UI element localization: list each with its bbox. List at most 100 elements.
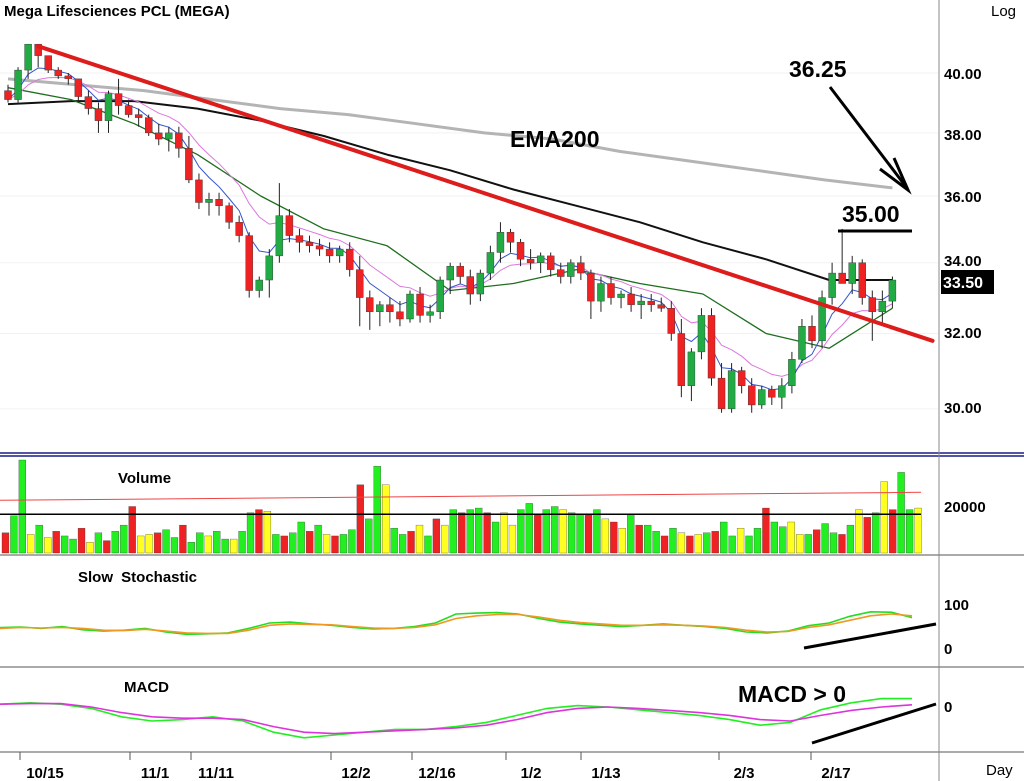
volume-average-long <box>0 491 922 501</box>
volume-bar <box>787 521 795 554</box>
candle-body <box>838 272 846 284</box>
date-label: 12/16 <box>418 765 456 781</box>
volume-bar <box>390 528 398 554</box>
volume-bar <box>897 472 905 554</box>
candle-body <box>818 297 826 342</box>
candle-body <box>788 359 796 386</box>
candle-body <box>215 199 223 206</box>
volume-bar <box>415 524 424 554</box>
candle-body <box>376 304 384 313</box>
volume-bar <box>153 532 162 554</box>
volume-bar <box>813 529 821 554</box>
price-tick-30: 30.00 <box>944 400 982 417</box>
volume-bar <box>703 532 711 554</box>
candle-body <box>647 300 655 305</box>
candle-body <box>547 255 555 270</box>
volume-bar <box>525 503 533 554</box>
candle-body <box>84 96 93 109</box>
volume-bar <box>449 509 457 554</box>
candle-body <box>4 90 12 100</box>
volume-bar <box>229 538 238 554</box>
volume-bar <box>179 524 187 554</box>
candle-body <box>697 315 706 353</box>
volume-bar <box>905 509 914 554</box>
candle-body <box>486 252 495 274</box>
date-axis-unit: Day <box>986 762 1013 779</box>
candle-body <box>577 262 585 274</box>
candle-body <box>476 272 485 295</box>
target-price-label: 36.25 <box>789 56 847 82</box>
candle-body <box>677 333 686 386</box>
volume-bar <box>500 512 508 554</box>
candle-body <box>717 377 726 410</box>
volume-bar <box>889 509 897 554</box>
candle-body <box>587 272 595 302</box>
volume-bar <box>838 534 846 554</box>
volume-bar <box>855 509 863 554</box>
volume-bar <box>753 528 762 554</box>
candle-body <box>868 297 876 313</box>
candle-body <box>235 222 243 236</box>
volume-bar <box>863 517 871 554</box>
last-price-label: 33.50 <box>943 275 983 292</box>
candle-body <box>426 311 434 316</box>
candle-body <box>707 315 716 379</box>
ema50-curve <box>7 100 893 281</box>
volume-bar <box>770 521 779 554</box>
volume-bar <box>534 514 542 554</box>
candle-body <box>64 75 73 80</box>
volume-bar <box>44 537 52 554</box>
volume-bar <box>424 535 432 554</box>
ema50-line <box>7 100 893 281</box>
volume-bar <box>86 542 94 554</box>
candle-body <box>667 308 675 334</box>
candle-body <box>386 304 394 313</box>
volume-bar <box>728 535 736 554</box>
ema20-line <box>7 87 893 349</box>
volume-bar <box>204 535 212 554</box>
candle-body <box>406 293 414 320</box>
volume-bar <box>10 515 18 554</box>
macd-panel-title: MACD <box>124 679 169 696</box>
volume-bar <box>18 459 26 554</box>
candle-body <box>536 255 545 263</box>
candle-body <box>597 283 605 302</box>
candle-body <box>205 199 213 203</box>
stochastic-trend-annotation <box>803 622 937 650</box>
date-label: 11/1 <box>141 765 169 781</box>
stoch-tick-100: 100 <box>944 597 969 614</box>
volume-bar <box>762 507 770 554</box>
volume-bar <box>255 509 263 554</box>
volume-bar <box>677 532 686 554</box>
volume-bar <box>365 518 373 554</box>
volume-bar <box>635 524 643 554</box>
candle-body <box>54 69 62 77</box>
candle-body <box>134 114 143 118</box>
volume-bar <box>517 509 525 554</box>
volume-bar <box>711 531 719 554</box>
volume-bar <box>60 535 69 554</box>
volume-bar <box>145 534 153 554</box>
candle-body <box>74 78 83 97</box>
volume-bar <box>187 542 195 554</box>
date-axis: 10/15 11/1 11/11 12/2 12/16 1/2 1/13 2/3 2/17 <box>19 752 851 781</box>
target-arrow-shaft <box>828 86 909 189</box>
candle-body <box>737 370 746 386</box>
volume-bar <box>103 540 111 554</box>
volume-bar <box>289 532 297 554</box>
volume-bar <box>407 531 415 554</box>
candle-body <box>285 215 294 236</box>
date-label: 12/2 <box>341 765 370 781</box>
date-label: 1/2 <box>521 765 542 781</box>
volume-bar <box>652 531 660 554</box>
candle-body <box>778 385 786 398</box>
volume-tick-20000: 20000 <box>944 499 986 516</box>
volume-bar <box>694 534 702 554</box>
volume-bar <box>821 523 829 554</box>
volume-bar <box>601 518 610 554</box>
volume-bar <box>246 512 255 554</box>
candle-body <box>727 370 736 410</box>
volume-bar <box>35 524 43 554</box>
volume-bar <box>77 528 86 554</box>
volume-bar <box>322 534 331 554</box>
